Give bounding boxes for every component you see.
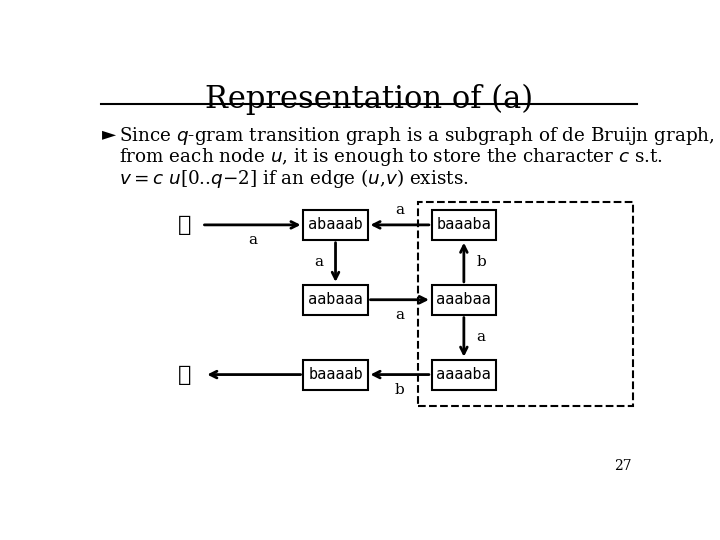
Text: b: b [476, 255, 486, 269]
Text: Representation of (a): Representation of (a) [205, 84, 533, 114]
Text: ►: ► [102, 125, 117, 143]
Bar [432, 360, 496, 389]
Text: a: a [395, 308, 404, 322]
Text: abaaab: abaaab [308, 218, 363, 232]
Text: ⋯: ⋯ [178, 363, 192, 386]
Text: a: a [248, 233, 257, 247]
Bar [303, 210, 368, 240]
Text: aaaaba: aaaaba [436, 367, 491, 382]
Text: a: a [395, 202, 404, 217]
Bar [303, 360, 368, 389]
Text: a: a [476, 330, 485, 344]
Text: from each node $u$, it is enough to store the character $c$ s.t.: from each node $u$, it is enough to stor… [119, 146, 663, 168]
Text: $v = c$ $u$[0..$q$−2] if an edge ($u$,$v$) exists.: $v = c$ $u$[0..$q$−2] if an edge ($u$,$v… [119, 167, 469, 190]
Text: aaabaa: aaabaa [436, 292, 491, 307]
Bar [432, 210, 496, 240]
Text: b: b [395, 383, 405, 397]
Text: aabaaa: aabaaa [308, 292, 363, 307]
Text: baaaba: baaaba [436, 218, 491, 232]
Bar [418, 202, 633, 406]
Bar [432, 285, 496, 315]
Bar [303, 285, 368, 315]
Text: Since $q$-gram transition graph is a subgraph of de Bruijn graph,: Since $q$-gram transition graph is a sub… [119, 125, 715, 147]
Text: a: a [314, 255, 323, 269]
Text: 27: 27 [613, 459, 631, 473]
Text: baaaab: baaaab [308, 367, 363, 382]
Text: ⋯: ⋯ [178, 214, 192, 236]
